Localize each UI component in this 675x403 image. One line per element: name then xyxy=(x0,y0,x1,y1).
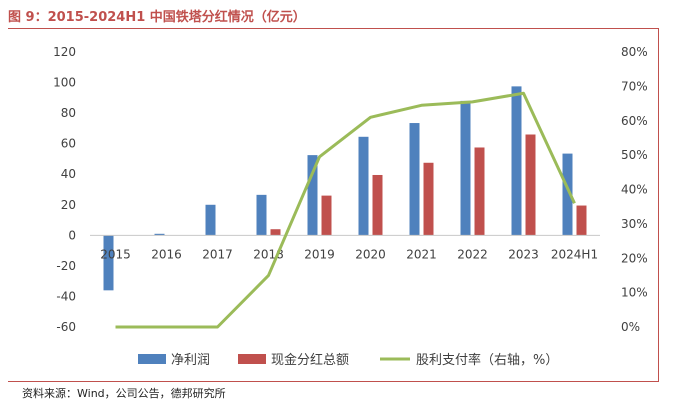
x-tick-label: 2022 xyxy=(457,247,488,261)
source-note: 资料来源：Wind，公司公告，德邦研究所 xyxy=(22,387,226,400)
y-right-tick-label: 40% xyxy=(621,183,648,197)
x-tick-label: 2024H1 xyxy=(551,247,598,261)
net-profit-bar xyxy=(205,204,216,236)
title-rule xyxy=(8,28,658,29)
legend-swatch xyxy=(238,354,266,364)
cash-dividend-bar xyxy=(474,147,485,236)
y-right-tick-label: 80% xyxy=(621,45,648,59)
y-left-tick-label: 0 xyxy=(68,228,76,242)
y-right-tick-label: 70% xyxy=(621,79,648,93)
net-profit-bar xyxy=(307,155,318,236)
y-right-tick-label: 50% xyxy=(621,148,648,162)
legend: 净利润 现金分红总额 股利支付率（右轴，%） xyxy=(138,352,558,368)
bar-series xyxy=(103,86,587,291)
cash-dividend-bar xyxy=(576,205,587,236)
y-left-tick-label: -60 xyxy=(56,320,76,334)
payout-ratio-line xyxy=(115,91,576,329)
legend-label: 股利支付率（右轴，%） xyxy=(416,352,558,368)
y-right-tick-label: 60% xyxy=(621,114,648,128)
y-left-tick-label: 60 xyxy=(61,137,76,151)
legend-label: 现金分红总额 xyxy=(271,352,349,368)
cash-dividend-bar xyxy=(270,229,281,236)
legend-label: 净利润 xyxy=(171,353,210,368)
line-series xyxy=(115,91,576,329)
net-profit-bar xyxy=(358,136,369,236)
net-profit-bar xyxy=(256,194,267,236)
y-right-tick-label: 0% xyxy=(621,320,640,334)
x-tick-label: 2023 xyxy=(508,247,539,261)
x-tick-label: 2017 xyxy=(202,247,233,261)
source-rule xyxy=(8,381,658,382)
y-left-tick-label: -20 xyxy=(56,259,76,273)
y-left-tick-label: 100 xyxy=(53,76,76,90)
net-profit-bar xyxy=(409,123,420,236)
y-right-tick-label: 20% xyxy=(621,251,648,265)
figure-title: 图 9：2015-2024H1 中国铁塔分红情况（亿元） xyxy=(8,10,306,25)
x-tick-label: 2020 xyxy=(355,247,386,261)
y-axis-right: 0% 10% 20% 30% 40% 50% 60% 70% 80% xyxy=(621,45,648,334)
dividend-chart: -60 -40 -20 0 20 40 60 80 100 120 0% 10% 20% 30% 40% 5… xyxy=(53,45,648,368)
x-tick-label: 2021 xyxy=(406,247,437,261)
y-left-tick-label: 80 xyxy=(61,106,76,120)
legend-swatch xyxy=(138,354,166,364)
y-right-tick-label: 10% xyxy=(621,286,648,300)
frame-right-border xyxy=(658,28,659,382)
y-left-tick-label: -40 xyxy=(56,289,76,303)
net-profit-bar xyxy=(460,100,471,236)
cash-dividend-bar xyxy=(321,195,332,236)
cash-dividend-bar xyxy=(372,174,383,236)
net-profit-bar xyxy=(511,86,522,236)
y-left-tick-label: 40 xyxy=(61,167,76,181)
x-tick-label: 2015 xyxy=(100,247,131,261)
x-tick-label: 2016 xyxy=(151,247,182,261)
net-profit-bar xyxy=(103,235,114,291)
y-left-tick-label: 120 xyxy=(53,45,76,59)
cash-dividend-bar xyxy=(525,134,536,236)
y-axis-left: -60 -40 -20 0 20 40 60 80 100 120 xyxy=(53,45,76,334)
x-tick-label: 2019 xyxy=(304,247,335,261)
y-left-tick-label: 20 xyxy=(61,198,76,212)
cash-dividend-bar xyxy=(423,162,434,236)
net-profit-bar xyxy=(562,153,573,236)
x-axis: 2015 2016 2017 2018 2019 2020 2021 2022 2023 2024… xyxy=(90,234,600,261)
y-right-tick-label: 30% xyxy=(621,217,648,231)
net-profit-bar xyxy=(154,233,165,236)
